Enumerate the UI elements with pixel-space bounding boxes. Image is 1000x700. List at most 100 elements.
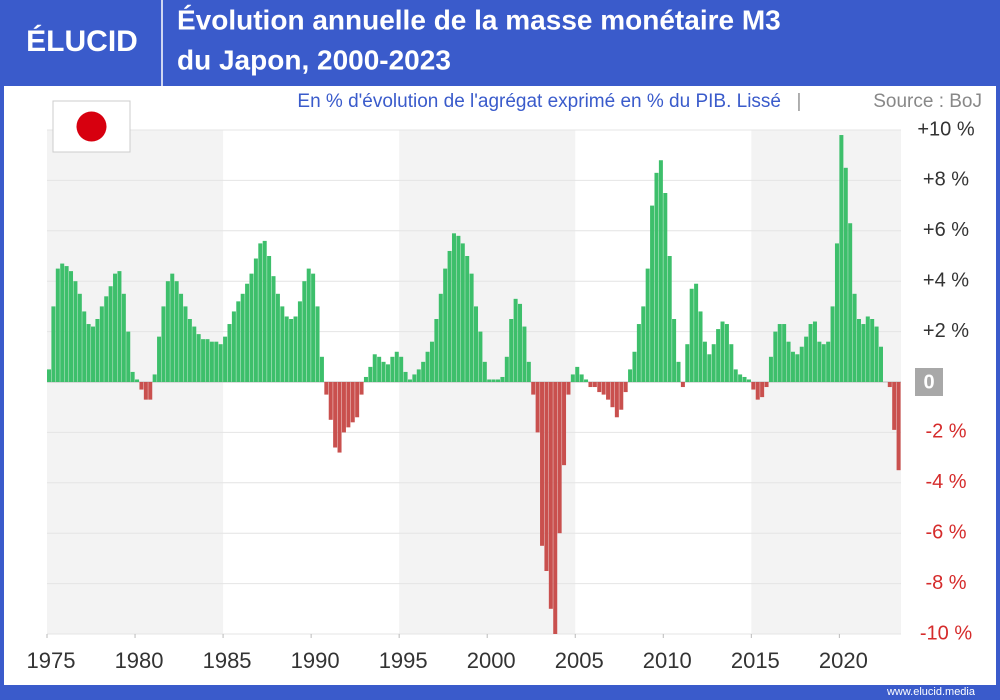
- bar: [227, 324, 232, 382]
- bar: [834, 243, 839, 382]
- bar: [214, 341, 219, 382]
- bar: [852, 293, 857, 382]
- bar: [187, 319, 192, 382]
- bar: [826, 341, 831, 382]
- bar: [843, 167, 848, 382]
- bar: [337, 382, 342, 453]
- bar: [755, 382, 760, 400]
- bar: [148, 382, 153, 400]
- bar: [746, 379, 751, 382]
- bar: [311, 273, 316, 382]
- bar: [650, 205, 655, 382]
- bar: [540, 382, 545, 546]
- bar: [174, 281, 179, 382]
- bar: [614, 382, 619, 418]
- bar: [429, 341, 434, 382]
- bar: [289, 319, 294, 382]
- bar: [262, 240, 267, 382]
- x-tick-label: 2005: [555, 648, 604, 673]
- x-tick-label: 2020: [819, 648, 868, 673]
- bar: [293, 316, 298, 382]
- bar: [870, 319, 875, 382]
- bar: [139, 382, 144, 390]
- bar: [513, 298, 518, 382]
- bar: [535, 382, 540, 433]
- bar: [192, 326, 197, 382]
- bar: [69, 271, 74, 382]
- bar: [434, 319, 439, 382]
- bar: [399, 356, 404, 382]
- bar: [575, 366, 580, 382]
- bar: [403, 371, 408, 382]
- y-tick-label: -8 %: [925, 572, 966, 594]
- bar: [306, 268, 311, 382]
- plot-area: -10 % -8 % -6 % -4 % -2 % 0 +2 % +4 % +6 % +8 % +1…: [27, 118, 975, 673]
- y-tick-label: +6 %: [923, 219, 969, 241]
- source: Source : BoJ: [873, 91, 982, 112]
- bar: [253, 258, 258, 382]
- bar: [240, 293, 245, 382]
- bar: [628, 369, 633, 382]
- bar: [333, 382, 338, 448]
- bar: [821, 344, 826, 382]
- bar: [91, 326, 96, 382]
- bar: [104, 296, 109, 382]
- bar: [584, 379, 589, 382]
- bar: [346, 382, 351, 428]
- bar: [694, 283, 699, 382]
- chart-title: du Japon, 2000-2023: [177, 44, 451, 75]
- bar: [680, 382, 685, 388]
- y-tick-label: -4 %: [925, 471, 966, 493]
- bar: [126, 331, 131, 382]
- bar: [764, 382, 769, 388]
- bar: [777, 324, 782, 382]
- bar: [275, 293, 280, 382]
- bar: [733, 369, 738, 382]
- bar: [518, 303, 523, 382]
- bar: [773, 331, 778, 382]
- bar: [720, 321, 725, 382]
- bar: [381, 361, 386, 382]
- bar: [689, 288, 694, 382]
- bar: [280, 306, 285, 382]
- bar: [562, 382, 567, 466]
- bar: [95, 319, 100, 382]
- bar: [751, 382, 756, 390]
- bar: [729, 344, 734, 382]
- bar: [526, 361, 531, 382]
- bar: [865, 316, 870, 382]
- bar: [496, 379, 501, 382]
- bar: [553, 382, 558, 634]
- bar: [47, 369, 52, 382]
- bar: [183, 306, 188, 382]
- bar: [698, 311, 703, 382]
- bar: [460, 243, 465, 382]
- bar: [654, 172, 659, 382]
- bar: [451, 233, 456, 382]
- bar: [284, 316, 289, 382]
- bar: [341, 382, 346, 433]
- bar: [372, 354, 377, 382]
- y-tick-label: +10 %: [917, 118, 974, 140]
- bar: [179, 293, 184, 382]
- bar: [161, 306, 166, 382]
- bar: [856, 319, 861, 382]
- bar: [848, 223, 853, 382]
- bar: [544, 382, 549, 571]
- bar: [157, 336, 162, 382]
- bar: [143, 382, 148, 400]
- bar: [165, 281, 170, 382]
- bar: [804, 336, 809, 382]
- bar: [421, 361, 426, 382]
- bar: [55, 268, 60, 382]
- bar: [77, 293, 82, 382]
- chart-title: Évolution annuelle de la masse monétaire…: [177, 4, 781, 35]
- bar: [407, 379, 412, 382]
- bar: [768, 356, 773, 382]
- bar: [566, 382, 571, 395]
- bar: [108, 286, 113, 382]
- bar: [82, 311, 87, 382]
- bar: [443, 268, 448, 382]
- bar: [258, 243, 263, 382]
- bar: [812, 321, 817, 382]
